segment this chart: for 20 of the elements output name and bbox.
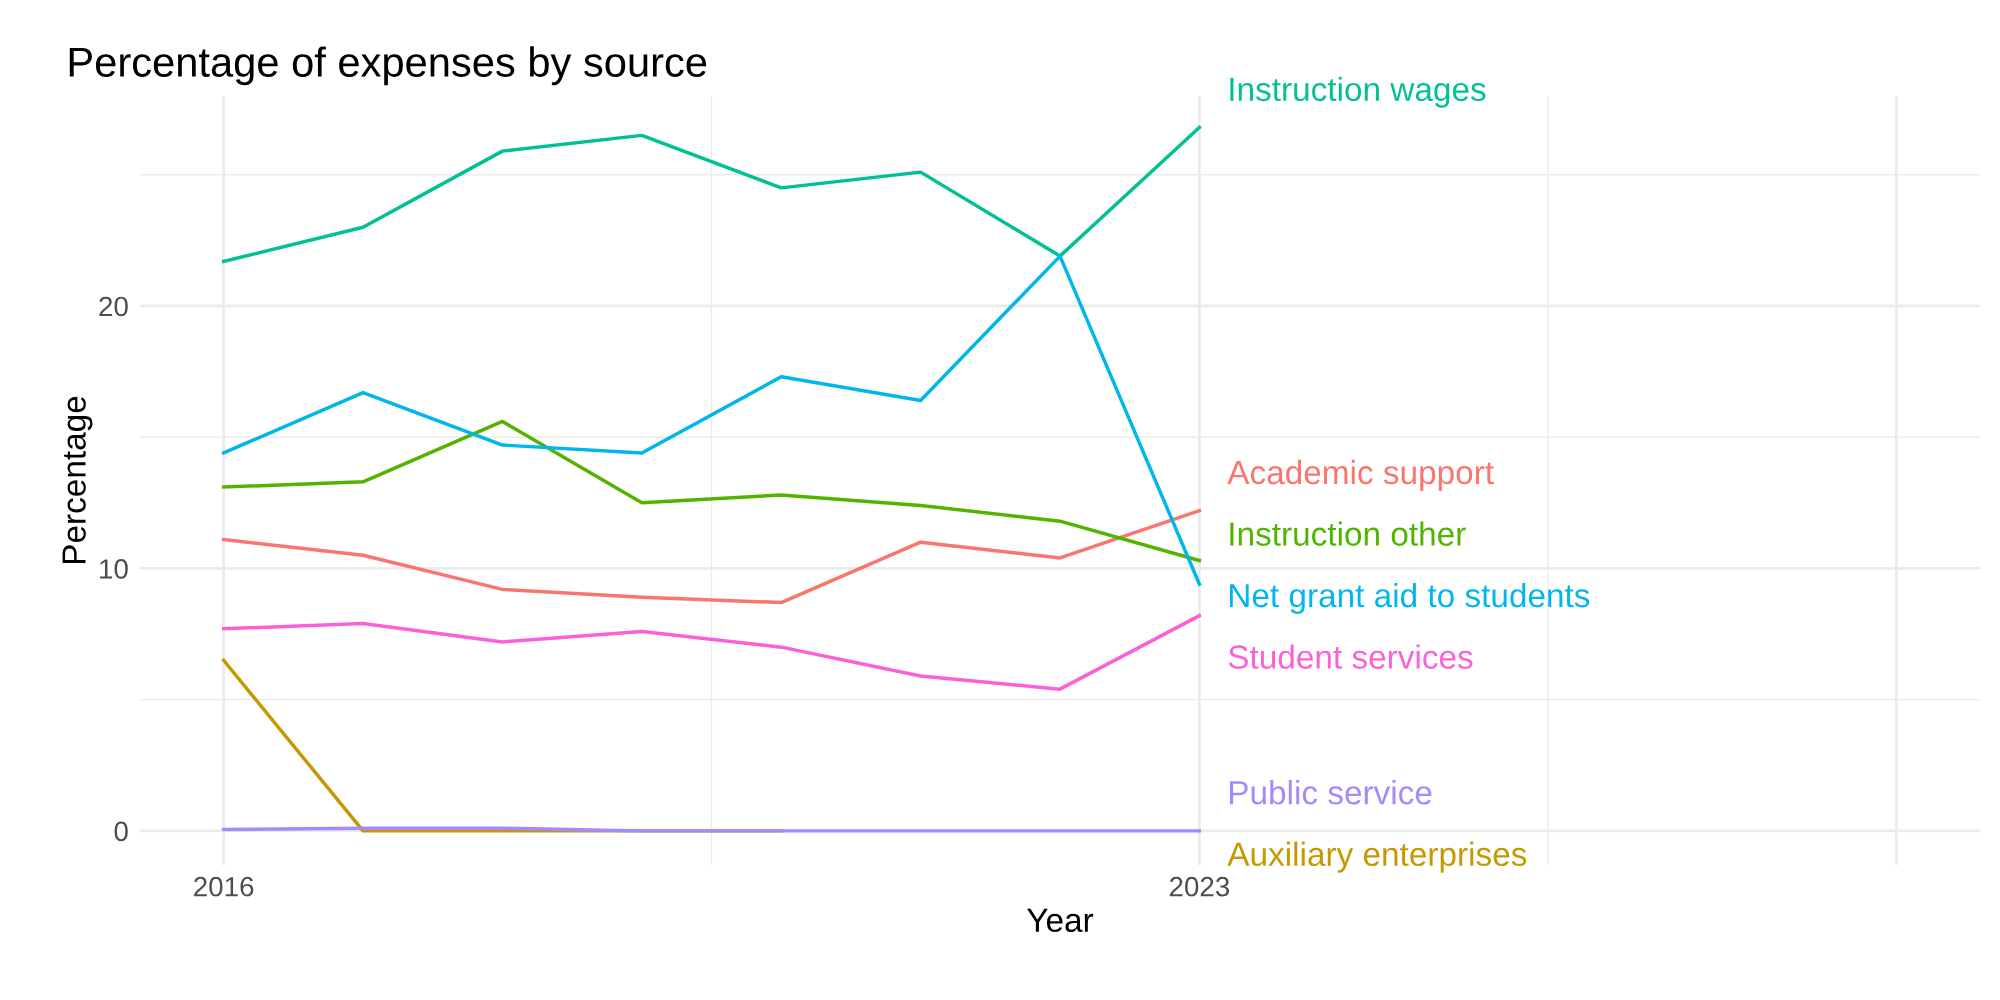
x-axis-title: Year: [1027, 908, 1094, 933]
line-series: [221, 254, 1202, 586]
x-tick-label: 2023: [1169, 876, 1230, 897]
y-tick-label: 0: [114, 821, 128, 842]
line-series: [221, 419, 1202, 563]
chart-title: Percentage of expenses by source: [69, 46, 707, 86]
series-label: Student services: [1228, 644, 1473, 669]
series-label: Instruction wages: [1230, 76, 1486, 108]
line-series: [221, 125, 1202, 264]
y-tick-label: 10: [100, 559, 128, 579]
y-axis-title: Percentage: [62, 396, 93, 564]
series-label: Instruction other: [1230, 521, 1466, 546]
series-label: Academic support: [1227, 459, 1494, 491]
text: Auxiliary enterprises: [1227, 841, 1527, 873]
line-series: [221, 613, 1202, 691]
x-tick-label: 2016: [194, 876, 254, 897]
line-series: [221, 508, 1202, 605]
y-tick-label: 20: [99, 296, 128, 317]
series-label: Net grant aid to students: [1230, 582, 1590, 614]
series-label: Public service: [1230, 780, 1432, 805]
